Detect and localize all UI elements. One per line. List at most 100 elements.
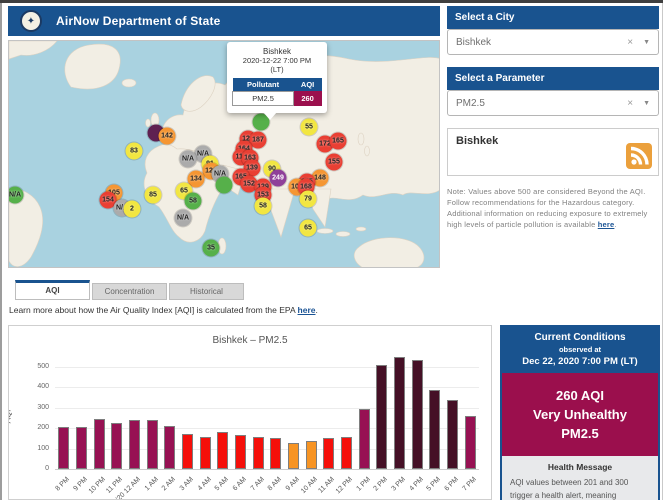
current-aqi-value: 260 AQI xyxy=(556,388,604,403)
chart-bar xyxy=(146,420,158,469)
city-select-value: Bishkek xyxy=(456,36,492,48)
sidebar: Select a City Bishkek × ▼ Select a Param… xyxy=(447,6,659,230)
city-select[interactable]: Bishkek × ▼ xyxy=(447,29,659,55)
department-of-state-seal-icon: ✦ xyxy=(20,10,42,32)
parameter-select[interactable]: PM2.5 × ▼ xyxy=(447,90,659,116)
chart-gridline xyxy=(55,407,479,409)
view-tabs: AQI Concentration Historical xyxy=(15,279,246,300)
current-aqi-block: 260 AQI Very Unhealthy PM2.5 xyxy=(502,373,658,456)
aqi-map-marker[interactable]: 249 xyxy=(269,169,287,187)
aqi-map-marker[interactable]: N/A xyxy=(179,150,197,168)
popup-timezone: (LT) xyxy=(270,65,284,75)
aqi-map-marker[interactable]: 142 xyxy=(158,127,176,145)
health-message-block: Health Message AQI values between 201 an… xyxy=(502,456,658,500)
learn-more-after: . xyxy=(315,305,318,315)
current-conditions-panel: Current Conditions observed at Dec 22, 2… xyxy=(500,325,660,500)
aqi-map-marker[interactable]: 152 xyxy=(240,175,258,193)
chart-bar xyxy=(341,437,352,469)
chart-xtick: 6 PM xyxy=(443,476,460,493)
chart-bar xyxy=(270,438,282,469)
observed-at-label: observed at xyxy=(558,345,602,354)
aqi-map-marker[interactable]: 35 xyxy=(202,239,220,257)
chart-bar xyxy=(376,365,388,469)
select-city-header: Select a City xyxy=(447,6,659,29)
current-pollutant: PM2.5 xyxy=(561,426,599,441)
aqi-map-marker[interactable]: 148 xyxy=(311,169,329,187)
aqi-map-marker[interactable]: 172 xyxy=(316,135,334,153)
popup-aqi-value: 260 xyxy=(293,90,322,106)
aqi-map-marker[interactable]: 134 xyxy=(187,170,205,188)
current-conditions-title: Current Conditions xyxy=(534,332,626,343)
chart-xtick: 6 AM xyxy=(231,476,248,493)
chart-bar xyxy=(305,441,317,469)
map-popup: Bishkek 2020-12-22 7:00 PM (LT) Pollutan… xyxy=(227,42,327,120)
chart-bar xyxy=(447,400,458,469)
aqi-map-marker[interactable]: 165 xyxy=(329,132,347,150)
chart-ytick: 0 xyxy=(45,465,49,472)
chart-ytick: 400 xyxy=(37,383,49,391)
chart-bar xyxy=(394,357,405,469)
epa-here-link[interactable]: here xyxy=(297,305,316,315)
rss-feed-box: Bishkek xyxy=(447,128,659,176)
aqi-map-marker[interactable]: 79 xyxy=(299,190,317,208)
popup-col-aqi: AQI xyxy=(293,77,322,92)
app-title: AirNow Department of State xyxy=(56,14,221,28)
chart-xtick: 2 PM xyxy=(372,476,390,493)
aqi-map-marker[interactable]: 55 xyxy=(300,118,318,136)
chart-xtick: 10 PM xyxy=(87,476,107,496)
chart-xtick: 8 PM xyxy=(54,476,72,493)
aqi-map-marker[interactable]: 58 xyxy=(254,197,272,215)
chart-bar xyxy=(429,390,441,469)
chart-bar xyxy=(93,419,105,469)
tab-historical[interactable]: Historical xyxy=(169,283,244,300)
aqi-map-marker[interactable] xyxy=(215,176,233,194)
city-caret-icon[interactable]: ▼ xyxy=(643,38,650,46)
aqi-map-marker[interactable]: 65 xyxy=(299,219,317,237)
aqi-map-marker[interactable]: N/A xyxy=(9,186,24,204)
chart-xtick: 8 AM xyxy=(267,476,284,493)
window-edge xyxy=(0,0,663,3)
chart-xtick: 10 AM xyxy=(299,476,319,495)
learn-more-before: Learn more about how the Air Quality Ind… xyxy=(9,305,298,315)
aqi-map-marker[interactable]: N/A xyxy=(174,209,192,227)
aqi-map-marker[interactable]: 2 xyxy=(123,200,141,218)
chart-xtick: 5 AM xyxy=(214,476,231,493)
aqi-map-marker[interactable]: 85 xyxy=(144,186,162,204)
parameter-clear-icon[interactable]: × xyxy=(627,97,634,109)
chart-bar xyxy=(164,426,176,469)
aqi-map-marker[interactable]: 155 xyxy=(325,153,343,171)
aqi-map-marker[interactable]: 187 xyxy=(249,131,267,149)
chart-xtick: 9 AM xyxy=(284,476,301,493)
popup-city: Bishkek xyxy=(262,47,291,56)
chart-bar xyxy=(217,432,229,469)
chart-ylabel: AQI xyxy=(8,409,13,424)
world-aqi-map[interactable]: 14283N/AN/A91120N/A134N/A105154N/A285655… xyxy=(8,40,440,268)
rss-icon[interactable] xyxy=(626,143,652,169)
aqi-map-marker[interactable]: 154 xyxy=(99,191,117,209)
chart-xtick: 7 PM xyxy=(461,476,478,493)
aqi-map-marker[interactable]: 58 xyxy=(184,192,202,210)
parameter-caret-icon[interactable]: ▼ xyxy=(643,99,650,107)
chart-ytick: 100 xyxy=(37,444,49,452)
current-conditions-header: Current Conditions observed at Dec 22, 2… xyxy=(502,327,658,373)
select-parameter-header: Select a Parameter xyxy=(447,67,659,90)
popup-pointer xyxy=(263,111,277,120)
chart-bar xyxy=(358,409,370,469)
chart-ytick: 500 xyxy=(37,363,49,370)
city-clear-icon[interactable]: × xyxy=(627,36,634,48)
chart-bar xyxy=(323,438,335,469)
tab-aqi[interactable]: AQI xyxy=(15,280,90,300)
note-after: . xyxy=(614,220,617,229)
chart-xtick: 1 PM xyxy=(355,476,372,493)
tab-concentration[interactable]: Concentration xyxy=(92,283,167,300)
airnow-page: ✦ AirNow Department of State xyxy=(0,3,663,500)
chart-ytick: 300 xyxy=(37,403,49,411)
chart-bar xyxy=(235,435,246,469)
note-here-link[interactable]: here xyxy=(597,220,615,229)
health-message-title: Health Message xyxy=(547,462,613,472)
chart-bar xyxy=(252,437,264,469)
aqi-map-marker[interactable]: 83 xyxy=(125,142,143,160)
aqi-bar-chart: Bishkek – PM2.5 AQI 0 100 200 300 400 500 8 PM… xyxy=(8,325,492,500)
chart-gridline xyxy=(55,448,479,450)
chart-title: Bishkek – PM2.5 xyxy=(212,335,288,346)
